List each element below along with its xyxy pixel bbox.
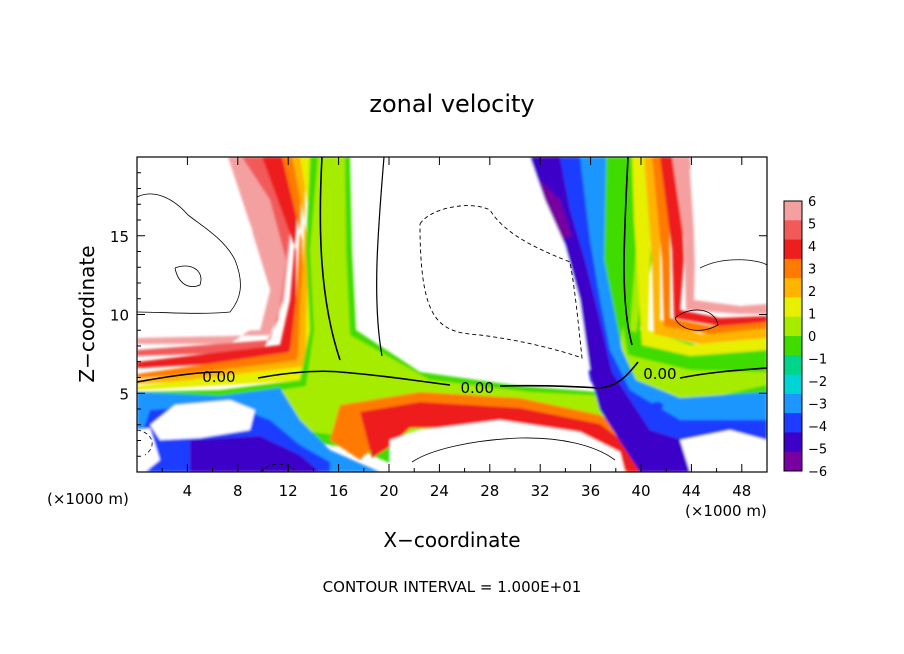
x-axis-label: X−coordinate xyxy=(383,528,520,552)
colorbar-label: 2 xyxy=(808,285,816,300)
chart-title: zonal velocity xyxy=(369,90,534,118)
contour-label-1: 0.00 xyxy=(202,368,235,386)
field-masked-region xyxy=(137,428,160,472)
plume-band xyxy=(137,157,310,384)
plume-band xyxy=(632,157,767,356)
x-tick-label: 20 xyxy=(379,482,398,500)
x-unit-left: (×1000 m) xyxy=(47,490,129,508)
colorbar-label: −6 xyxy=(808,465,827,480)
colorbar-label: 3 xyxy=(808,263,816,278)
x-tick-label: 8 xyxy=(233,482,243,500)
colorbar-swatch xyxy=(784,451,802,472)
zero-contour xyxy=(623,157,633,346)
y-tick-label: 5 xyxy=(119,385,129,403)
colorbar-frame xyxy=(783,200,803,472)
colorbar-label: −2 xyxy=(808,375,827,390)
colorbar-swatch xyxy=(784,258,802,279)
y-axis-label: Z−coordinate xyxy=(75,245,99,382)
x-tick-label: 12 xyxy=(279,482,298,500)
negative-contour xyxy=(419,205,583,359)
contour-lines xyxy=(137,157,767,472)
colorbar-swatch xyxy=(784,393,802,414)
colorbar-swatch xyxy=(784,413,802,433)
field-negative-band xyxy=(540,180,572,240)
colorbar-label: −3 xyxy=(808,398,827,413)
contour-label-3: 0.00 xyxy=(643,365,676,383)
field-warm-ribbon xyxy=(360,402,648,472)
field-masked-region xyxy=(137,185,270,332)
field-masked-region xyxy=(390,420,625,472)
colorbar-swatch xyxy=(784,220,802,241)
colorbar-swatch xyxy=(784,316,802,337)
x-tick-label: 28 xyxy=(480,482,499,500)
x-tick-label: 44 xyxy=(682,482,701,500)
x-axis: 4 8 12 16 20 24 28 32 36 40 44 48 xyxy=(161,157,751,500)
colorbar-label: 6 xyxy=(808,195,816,210)
x-tick-label: 24 xyxy=(430,482,449,500)
colorbar-label: −1 xyxy=(808,353,827,368)
colorbar-swatch xyxy=(784,239,802,260)
colorbar-swatch xyxy=(784,355,802,376)
contour-line xyxy=(376,157,385,357)
colorbar-label: 5 xyxy=(808,218,816,233)
colorbar-label: 1 xyxy=(808,308,816,323)
x-tick-label: 4 xyxy=(183,482,193,500)
colorbar: 6 5 4 3 2 1 0 −1 −2 −3 −4 −5 −6 xyxy=(783,195,827,480)
colorbar-swatch xyxy=(784,374,802,395)
y-tick-label: 10 xyxy=(110,307,129,325)
y-axis: 5 10 15 xyxy=(110,172,767,457)
colorbar-label: −4 xyxy=(808,420,827,435)
colorbar-swatch xyxy=(784,201,802,221)
x-tick-label: 16 xyxy=(329,482,348,500)
field-masked-region xyxy=(690,157,767,300)
zero-contour xyxy=(137,361,767,389)
x-tick-label: 40 xyxy=(631,482,650,500)
colorbar-label: 0 xyxy=(808,330,816,345)
x-unit-right: (×1000 m) xyxy=(685,502,767,520)
colorbar-swatch xyxy=(784,432,802,453)
colorbar-swatch xyxy=(784,278,802,298)
field-masked-region xyxy=(680,430,767,472)
contour-labels: 0.00 0.00 0.00 xyxy=(202,365,676,397)
x-tick-label: 48 xyxy=(732,482,751,500)
contour-line xyxy=(674,259,767,331)
plume-band xyxy=(672,157,767,314)
colorbar-label: 4 xyxy=(808,240,816,255)
plume-band xyxy=(137,157,300,344)
plume-band xyxy=(137,157,300,368)
zero-contour xyxy=(319,157,341,361)
field-negative-band xyxy=(190,436,320,472)
contour-line xyxy=(137,193,241,314)
x-tick-label: 32 xyxy=(531,482,550,500)
field-positive-band xyxy=(137,157,767,465)
plume-band xyxy=(660,157,767,326)
plume-band xyxy=(137,157,304,378)
colorbar-swatch xyxy=(784,336,802,356)
field-masked-region xyxy=(150,400,255,440)
contour-label-2: 0.00 xyxy=(460,379,493,397)
field-blob xyxy=(651,401,664,410)
contour-line xyxy=(174,265,202,287)
contour-line xyxy=(411,437,616,463)
colorbar-label: −5 xyxy=(808,443,827,458)
y-tick-label: 15 xyxy=(110,228,129,246)
field-negative-band xyxy=(530,157,767,472)
colorbar-swatch xyxy=(784,297,802,318)
field-masked-region xyxy=(380,157,590,370)
x-tick-label: 36 xyxy=(581,482,600,500)
contour-interval-footer: CONTOUR INTERVAL = 1.000E+01 xyxy=(323,578,582,596)
